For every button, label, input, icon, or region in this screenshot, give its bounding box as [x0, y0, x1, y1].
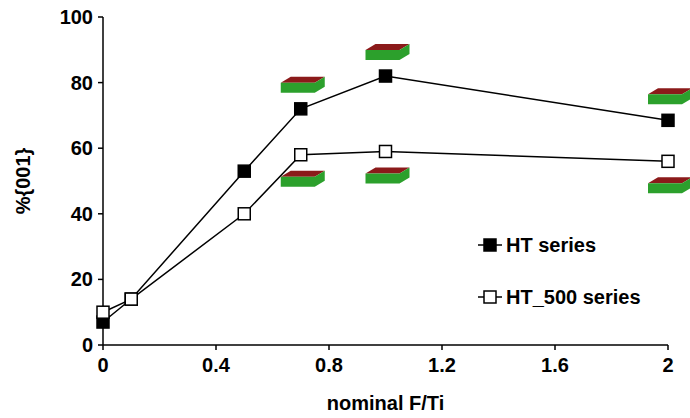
marker: [238, 208, 250, 220]
marker: [380, 70, 392, 82]
legend: HT series HT_500 series: [478, 234, 641, 308]
y-axis-title: %{001}: [12, 147, 34, 214]
crystal-side: [281, 77, 325, 93]
marker: [662, 114, 674, 126]
plot-area: [97, 70, 674, 328]
x-tick: [328, 345, 330, 350]
chart: 0 20 40 60 80 100 0 0.4 0.8 1.2 1.6 2 nominal F/Ti %{…: [0, 0, 690, 418]
legend-marker: [484, 239, 496, 251]
marker: [238, 165, 250, 177]
marker: [380, 145, 392, 157]
x-tick: [102, 345, 104, 350]
series-line: [103, 76, 668, 322]
y-tick-label: 40: [71, 203, 93, 225]
x-axis-title: nominal F/Ti: [327, 392, 444, 414]
x-tick-label: 1.6: [541, 354, 569, 376]
series-line: [103, 151, 668, 312]
marker: [125, 293, 137, 305]
y-tick: [98, 16, 103, 18]
y-tick-label: 100: [60, 6, 93, 28]
crystal-side: [366, 167, 410, 183]
y-tick-label: 20: [71, 268, 93, 290]
marker: [295, 149, 307, 161]
y-tick: [98, 279, 103, 281]
y-axis: [102, 17, 104, 345]
x-tick-label: 2: [662, 354, 673, 376]
y-tick-label: 80: [71, 72, 93, 94]
y-tick-label: 60: [71, 137, 93, 159]
x-tick-label: 0.8: [315, 354, 343, 376]
crystal-side: [648, 177, 690, 193]
y-tick: [98, 147, 103, 149]
marker: [97, 306, 109, 318]
crystal-side: [366, 44, 410, 60]
marker: [295, 103, 307, 115]
x-tick: [215, 345, 217, 350]
legend-marker: [484, 291, 496, 303]
crystal-side: [281, 171, 325, 187]
x-axis: [103, 344, 668, 346]
x-tick-label: 0: [97, 354, 108, 376]
x-tick: [667, 345, 669, 350]
crystal-icons: [281, 44, 690, 193]
x-tick: [554, 345, 556, 350]
y-tick-label: 0: [82, 334, 93, 356]
x-tick-label: 1.2: [428, 354, 456, 376]
x-tick: [441, 345, 443, 350]
legend-label: HT_500 series: [506, 286, 641, 308]
x-tick-label: 0.4: [202, 354, 231, 376]
y-tick: [98, 82, 103, 84]
marker: [125, 293, 137, 305]
legend-label: HT series: [506, 234, 596, 256]
y-tick: [98, 213, 103, 215]
marker: [662, 155, 674, 167]
crystal-side: [648, 88, 690, 104]
